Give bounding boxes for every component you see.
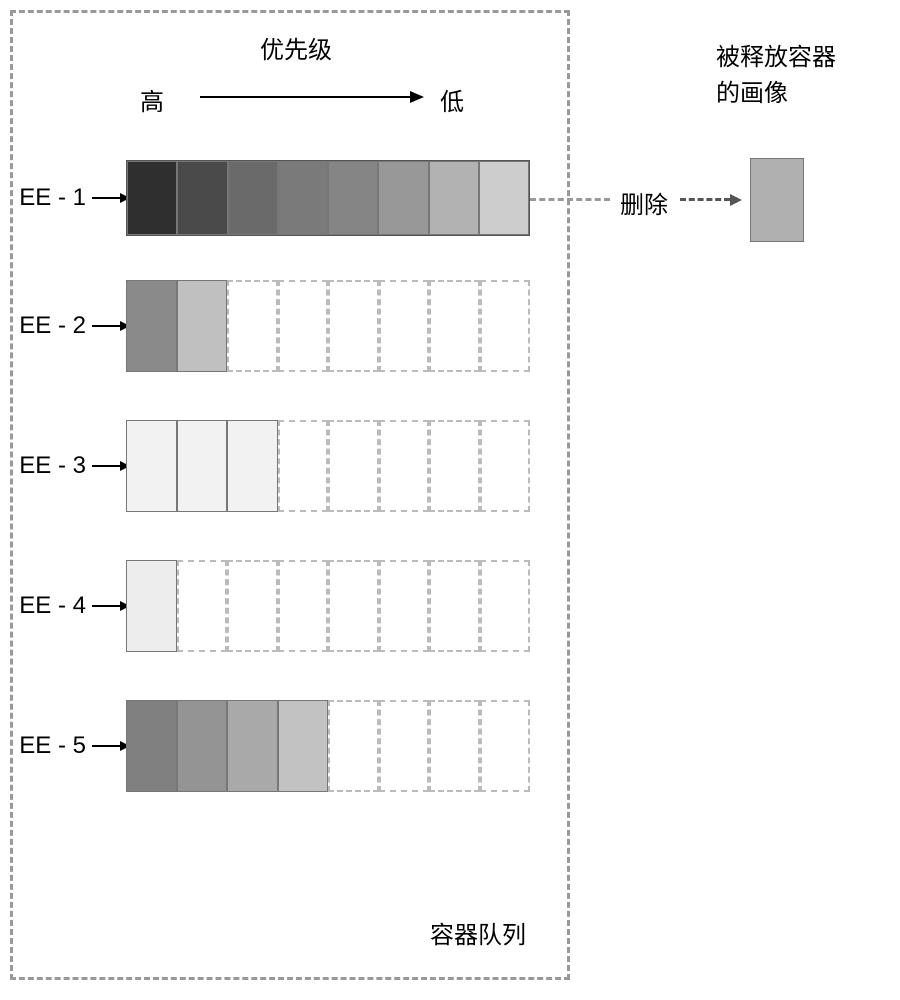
priority-low-label: 低	[440, 82, 464, 117]
row-arrow-line	[92, 745, 120, 747]
release-arrow-line	[680, 198, 730, 201]
slot-filled	[126, 560, 177, 652]
slot-filled	[177, 700, 228, 792]
slot-empty	[480, 560, 531, 652]
slot-empty	[278, 280, 329, 372]
row-arrow-line	[92, 605, 120, 607]
release-dashed-connector	[530, 198, 610, 201]
row-label: EE - 5	[14, 732, 86, 760]
slot-empty	[429, 560, 480, 652]
slot-filled	[177, 280, 228, 372]
slots	[126, 160, 530, 236]
delete-label: 删除	[620, 185, 668, 220]
slot-empty	[379, 280, 430, 372]
slot-empty	[429, 420, 480, 512]
slot-filled	[278, 161, 328, 235]
row-label: EE - 2	[14, 312, 86, 340]
slot-empty	[379, 560, 430, 652]
slot-filled	[177, 161, 227, 235]
slot-empty	[480, 420, 531, 512]
slot-empty	[480, 280, 531, 372]
slot-empty	[328, 420, 379, 512]
slot-empty	[328, 280, 379, 372]
slot-empty	[328, 560, 379, 652]
slot-filled	[177, 420, 228, 512]
slot-empty	[227, 560, 278, 652]
slot-empty	[379, 700, 430, 792]
container-queue-label: 容器队列	[430, 915, 526, 950]
slot-filled	[378, 161, 428, 235]
slot-empty	[227, 280, 278, 372]
slot-empty	[177, 560, 228, 652]
slot-filled	[126, 700, 177, 792]
slot-empty	[429, 700, 480, 792]
priority-arrow-head-icon	[410, 91, 424, 103]
slot-empty	[278, 560, 329, 652]
priority-high-label: 高	[140, 82, 164, 117]
row-arrow-line	[92, 325, 120, 327]
row-arrow-line	[92, 465, 120, 467]
row-EE-3: EE - 3	[0, 420, 900, 512]
slot-filled	[126, 420, 177, 512]
slot-empty	[429, 280, 480, 372]
slots	[126, 420, 530, 512]
row-label: EE - 3	[14, 452, 86, 480]
slot-filled	[278, 700, 329, 792]
row-EE-4: EE - 4	[0, 560, 900, 652]
slot-empty	[328, 700, 379, 792]
slot-filled	[328, 161, 378, 235]
slot-empty	[480, 700, 531, 792]
released-container-block	[750, 158, 804, 242]
priority-arrow-line	[200, 96, 410, 98]
slot-filled	[479, 161, 529, 235]
slots	[126, 280, 530, 372]
slots	[126, 560, 530, 652]
slot-filled	[429, 161, 479, 235]
row-EE-2: EE - 2	[0, 280, 900, 372]
slot-filled	[227, 420, 278, 512]
row-arrow-line	[92, 197, 120, 199]
released-container-title: 被释放容器的画像	[716, 40, 836, 112]
row-EE-5: EE - 5	[0, 700, 900, 792]
row-label: EE - 4	[14, 592, 86, 620]
row-label: EE - 1	[14, 184, 86, 212]
slot-filled	[127, 161, 177, 235]
release-arrow-head-icon	[730, 194, 742, 206]
slot-filled	[228, 161, 278, 235]
slot-filled	[126, 280, 177, 372]
slot-filled	[227, 700, 278, 792]
slot-empty	[278, 420, 329, 512]
priority-title: 优先级	[260, 30, 332, 65]
slots	[126, 700, 530, 792]
slot-empty	[379, 420, 430, 512]
